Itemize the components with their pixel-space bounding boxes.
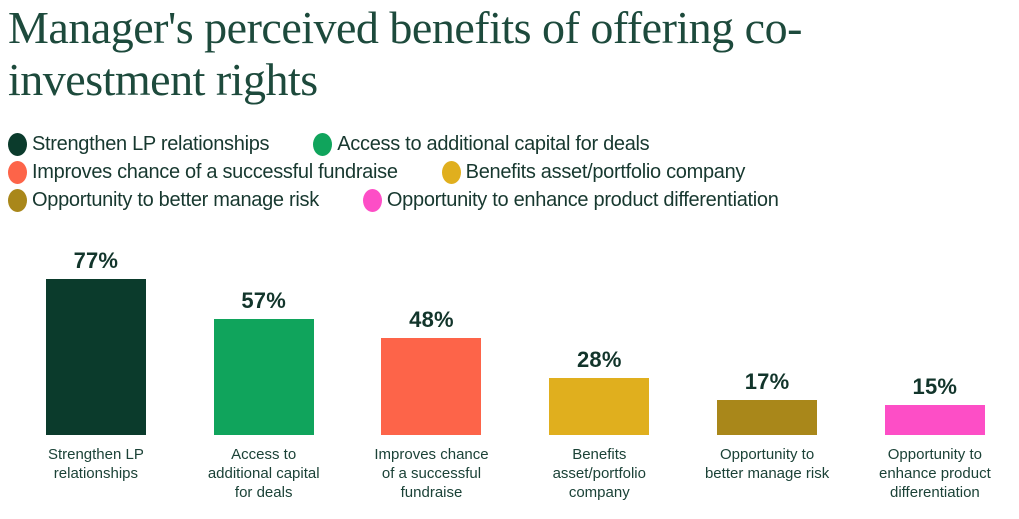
bar-value-label: 17% xyxy=(744,369,790,395)
legend-item: Strengthen LP relationships xyxy=(8,133,270,157)
legend-item-label: Improves chance of a successful fundrais… xyxy=(32,161,398,184)
bar-value-label: 57% xyxy=(241,288,286,314)
bar-chart: 77% Strengthen LP relationships 57% Acce… xyxy=(0,235,1019,502)
bar-column: 77% Strengthen LP relationships xyxy=(12,235,180,502)
legend-swatch-icon xyxy=(441,161,461,185)
bar-zone: 77% xyxy=(45,235,146,436)
bar-column: 17% Opportunity to better manage risk xyxy=(683,235,851,502)
bar xyxy=(717,400,818,436)
bar-value-label: 48% xyxy=(409,307,454,333)
legend-item: Opportunity to enhance product different… xyxy=(362,189,779,213)
bar-zone: 28% xyxy=(549,235,650,436)
legend-item-label: Strengthen LP relationships xyxy=(32,133,270,156)
bar-zone: 57% xyxy=(213,235,314,436)
bar xyxy=(549,378,650,436)
bar xyxy=(884,405,985,436)
legend-swatch-icon xyxy=(8,161,27,185)
chart-legend: Strengthen LP relationships Access to ad… xyxy=(0,133,1019,213)
legend-swatch-icon xyxy=(313,133,333,157)
legend-row: Improves chance of a successful fundrais… xyxy=(8,161,1019,185)
bar-zone: 17% xyxy=(717,235,818,436)
legend-swatch-icon xyxy=(362,189,382,213)
legend-item: Benefits asset/portfolio company xyxy=(441,161,746,185)
bar-category-label: Strengthen LP relationships xyxy=(47,446,144,483)
bar-value-label: 15% xyxy=(912,374,958,400)
bar-value-label: 28% xyxy=(576,347,622,373)
bar-zone: 15% xyxy=(884,235,985,436)
bar-category-label: Opportunity to enhance product different… xyxy=(879,446,991,502)
legend-item: Opportunity to better manage risk xyxy=(8,189,319,213)
page-title-line-1: Manager's perceived benefits of offering… xyxy=(8,2,802,53)
bar-zone: 48% xyxy=(381,235,482,436)
bar-category-label: Opportunity to better manage risk xyxy=(704,446,830,483)
legend-swatch-icon xyxy=(8,133,27,157)
bar-column: 15% Opportunity to enhance product diffe… xyxy=(851,235,1019,502)
legend-item: Access to additional capital for deals xyxy=(313,133,650,157)
bar-column: 48% Improves chance of a successful fund… xyxy=(348,235,516,502)
legend-item-label: Access to additional capital for deals xyxy=(337,133,650,156)
legend-item: Improves chance of a successful fundrais… xyxy=(8,161,398,185)
legend-row: Opportunity to better manage risk Opport… xyxy=(8,189,1019,213)
legend-item-label: Opportunity to better manage risk xyxy=(32,189,319,212)
bar-column: 28% Benefits asset/portfolio company xyxy=(515,235,683,502)
page-title-line-2: investment rights xyxy=(8,53,318,105)
page-title: Manager's perceived benefits of offering… xyxy=(0,0,1019,105)
legend-swatch-icon xyxy=(8,189,27,213)
legend-item-label: Opportunity to enhance product different… xyxy=(386,189,779,212)
bar-column: 57% Access to additional capital for dea… xyxy=(180,235,348,502)
bar-category-label: Benefits asset/portfolio company xyxy=(552,446,646,502)
bar-value-label: 77% xyxy=(73,248,119,274)
bar-category-label: Access to additional capital for deals xyxy=(207,446,320,502)
bar-category-label: Improves chance of a successful fundrais… xyxy=(374,446,489,502)
bar xyxy=(45,279,146,436)
bar xyxy=(213,319,314,436)
bar xyxy=(381,338,482,436)
legend-item-label: Benefits asset/portfolio company xyxy=(465,161,746,184)
legend-row: Strengthen LP relationships Access to ad… xyxy=(8,133,1019,157)
